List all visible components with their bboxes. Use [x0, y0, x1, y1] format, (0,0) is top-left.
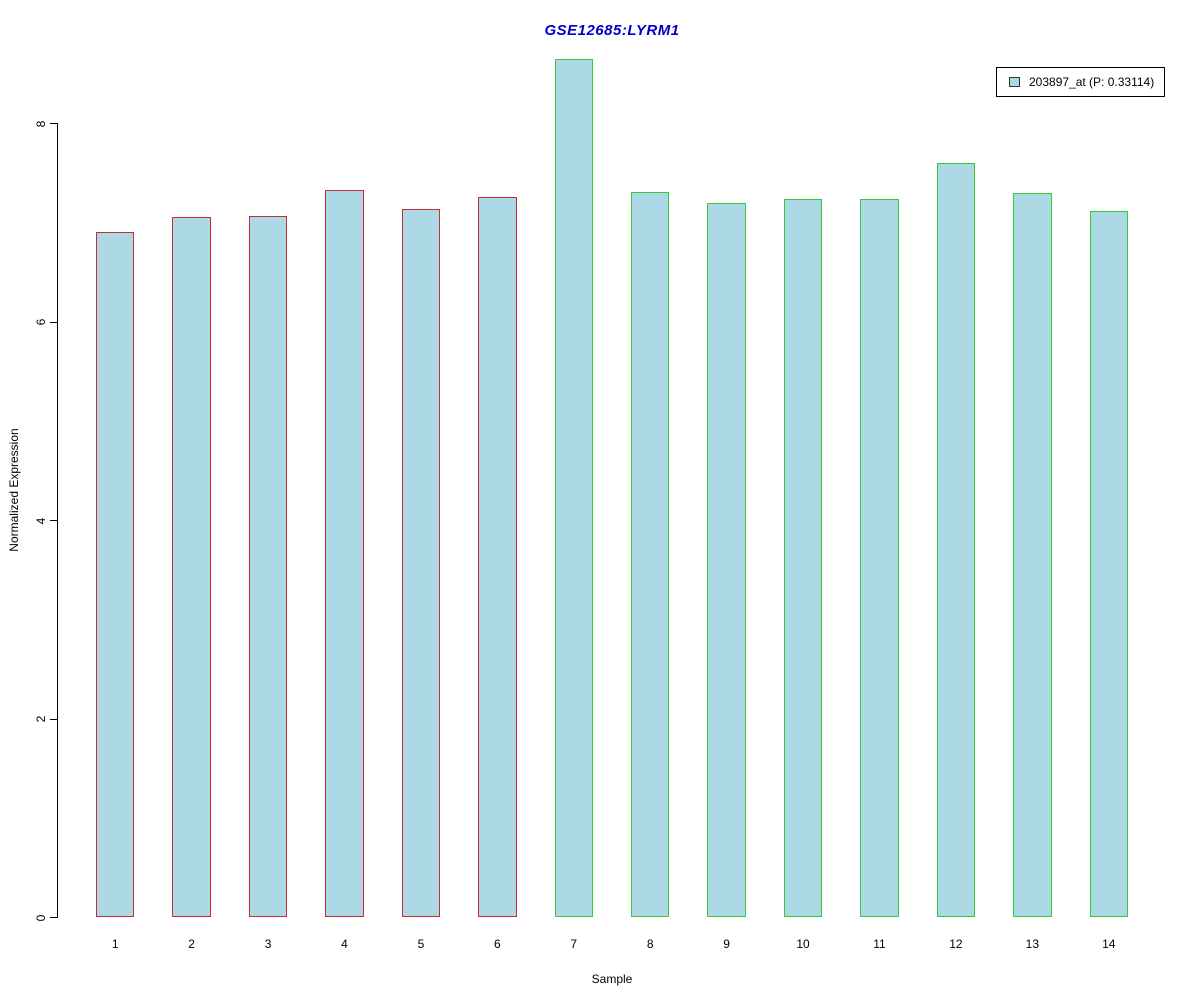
bar-sample-14	[1089, 210, 1129, 917]
chart-title: GSE12685:LYRM1	[544, 22, 680, 39]
x-tick-label: 7	[570, 937, 578, 951]
x-tick-label: 9	[723, 937, 730, 951]
y-tick-mark	[50, 520, 57, 522]
bar-sample-6	[478, 196, 517, 917]
legend-entry-label: 203897_at (P: 0.33114)	[1029, 75, 1155, 89]
bar-sample-3	[248, 215, 288, 917]
legend-swatch-icon	[1009, 77, 1020, 87]
x-tick-label: 12	[949, 937, 963, 951]
x-tick-label: 4	[341, 937, 348, 951]
y-tick-label: 4	[34, 517, 48, 525]
y-tick-label: 0	[34, 914, 48, 921]
bar-sample-5	[401, 208, 441, 917]
bar-sample-9	[707, 202, 746, 917]
bar-sample-2	[172, 216, 211, 917]
x-tick-label: 5	[417, 937, 425, 951]
bar-sample-4	[325, 189, 364, 917]
y-tick-mark	[50, 321, 57, 323]
x-tick-label: 2	[188, 937, 195, 951]
bar-sample-1	[95, 231, 135, 917]
y-axis	[57, 123, 58, 918]
x-tick-label: 11	[873, 937, 886, 951]
y-tick-mark	[50, 917, 57, 918]
y-tick-mark	[50, 123, 57, 125]
x-tick-label: 3	[264, 937, 272, 951]
x-axis-label: Sample	[591, 972, 633, 986]
x-tick-label: 8	[646, 937, 654, 951]
y-tick-label: 2	[34, 715, 48, 723]
bar-sample-7	[554, 58, 594, 917]
y-tick-mark	[50, 718, 57, 720]
x-tick-label: 14	[1102, 937, 1116, 951]
bar-sample-13	[1013, 192, 1052, 917]
bar-sample-11	[860, 198, 899, 917]
bar-sample-8	[630, 191, 670, 917]
x-tick-label: 1	[111, 937, 119, 951]
x-tick-label: 13	[1025, 937, 1040, 951]
x-tick-label: 6	[494, 937, 501, 951]
y-axis-label: Normalized Expression	[7, 428, 21, 552]
x-tick-label: 10	[796, 937, 810, 951]
bar-sample-12	[936, 163, 976, 917]
bar-sample-10	[783, 198, 823, 917]
y-tick-label: 6	[34, 318, 48, 326]
legend: 203897_at (P: 0.33114)	[996, 67, 1165, 97]
y-tick-label: 8	[34, 120, 48, 128]
